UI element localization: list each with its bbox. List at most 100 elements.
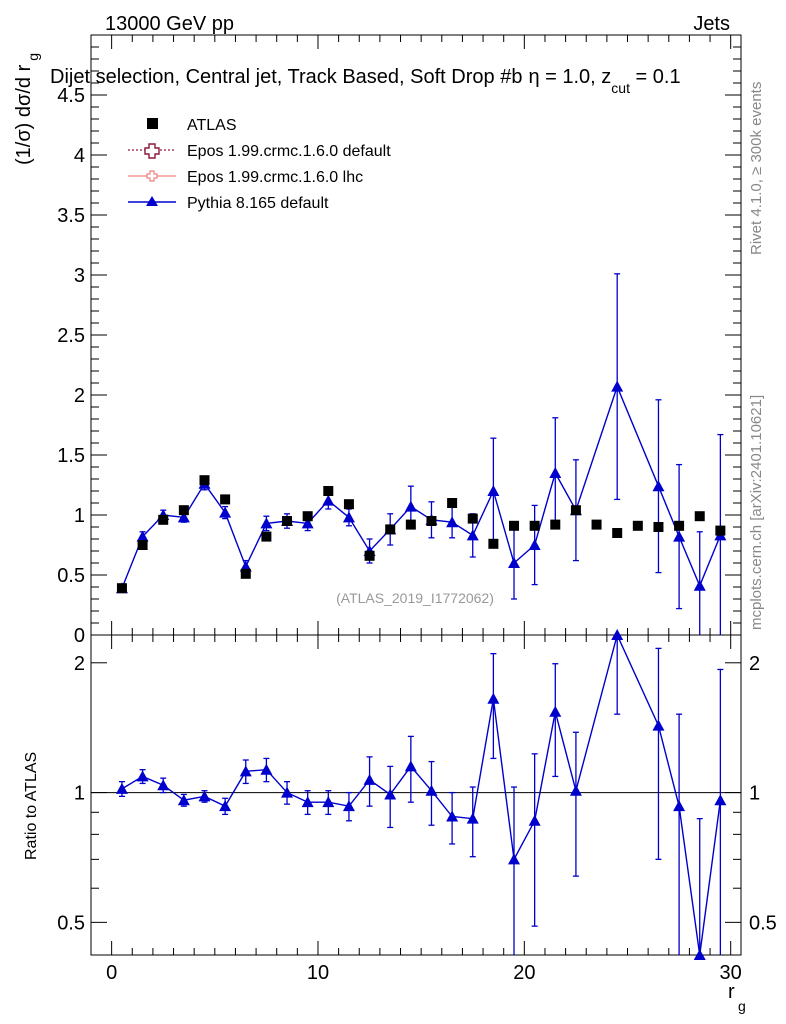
- ratio-point: [177, 794, 190, 806]
- legend-marker-epos-default: [144, 143, 160, 159]
- pythia-point: [508, 557, 521, 568]
- atlas-point: [653, 522, 664, 532]
- x-tick-label: 0: [106, 962, 117, 984]
- atlas-point: [282, 516, 293, 526]
- ratio-y-tick-label: 1: [74, 783, 85, 805]
- atlas-point: [550, 519, 561, 530]
- ratio-point: [673, 800, 686, 812]
- pythia-point: [177, 511, 190, 523]
- x-axis-label: r: [728, 981, 735, 1003]
- atlas-point: [199, 475, 210, 486]
- atlas-point: [570, 505, 581, 516]
- x-axis-label-sub: g: [738, 998, 746, 1014]
- pythia-point: [446, 516, 459, 528]
- ratio-point: [384, 788, 397, 800]
- main-y-tick-label: 0: [74, 625, 85, 647]
- atlas-point: [509, 520, 520, 531]
- pythia-point: [219, 506, 232, 518]
- legend-label-epos-default: Epos 1.99.crmc.1.6.0 default: [187, 143, 391, 160]
- header-right: Jets: [693, 13, 730, 35]
- legend-marker-pythia: [146, 196, 158, 206]
- ratio-point: [693, 949, 706, 960]
- main-y-tick-label: 4.5: [57, 85, 85, 107]
- ratio-point: [198, 790, 211, 802]
- ratio-point: [425, 784, 438, 796]
- ratio-y-tick-label: 2: [74, 653, 85, 675]
- ratio-line: [121, 632, 722, 956]
- pythia-point: [301, 517, 314, 529]
- legend-marker-epos-lhc: [146, 170, 158, 182]
- ratio-point: [569, 784, 582, 796]
- atlas-point: [715, 525, 726, 536]
- ratio-panel-frame: [90, 634, 742, 956]
- legend-label-pythia: Pythia 8.165 default: [187, 195, 329, 212]
- header-left: 13000 GeV pp: [105, 13, 234, 35]
- atlas-point: [137, 540, 148, 550]
- main-y-axis-label: (1/σ) dσ/d rg: [13, 53, 41, 165]
- pythia-point: [466, 529, 479, 541]
- atlas-point: [116, 583, 127, 594]
- plot-title: Dijet selection, Central jet, Track Base…: [50, 66, 681, 96]
- ratio-point: [301, 796, 314, 808]
- atlas-point: [674, 520, 685, 531]
- pythia-point: [693, 579, 706, 591]
- legend: ATLAS Epos 1.99.crmc.1.6.0 default Epos …: [128, 117, 391, 212]
- ratio-point: [466, 812, 479, 824]
- main-y-tick-label: 4: [74, 145, 85, 167]
- pythia-point: [652, 480, 665, 492]
- atlas-point: [323, 486, 334, 496]
- ratio-point: [260, 763, 273, 775]
- analysis-watermark: (ATLAS_2019_I1772062): [336, 590, 494, 606]
- atlas-point: [488, 538, 499, 549]
- x-tick-label: 30: [720, 962, 742, 984]
- legend-label-atlas: ATLAS: [187, 117, 237, 134]
- legend-label-epos-lhc: Epos 1.99.crmc.1.6.0 lhc: [187, 169, 363, 186]
- atlas-point: [343, 499, 354, 510]
- ratio-point: [281, 786, 294, 798]
- main-y-tick-label: 0.5: [57, 565, 85, 587]
- ratio-point: [446, 810, 459, 822]
- ratio-point: [219, 800, 232, 812]
- atlas-point: [261, 531, 272, 542]
- ratio-point: [404, 760, 417, 772]
- pythia-point: [528, 539, 541, 550]
- atlas-point: [240, 568, 251, 579]
- x-tick-label: 20: [513, 962, 535, 984]
- pythia-point: [322, 494, 335, 506]
- atlas-point: [405, 519, 416, 530]
- atlas-point: [178, 505, 189, 516]
- atlas-point: [220, 494, 231, 505]
- main-y-tick-label: 3: [74, 265, 85, 287]
- ratio-point: [157, 779, 170, 791]
- pythia-point: [404, 500, 417, 512]
- ratio-point: [508, 853, 521, 865]
- atlas-point: [591, 519, 602, 530]
- atlas-point: [612, 528, 623, 538]
- ratio-y-tick-label-right: 1: [749, 783, 760, 805]
- legend-marker-atlas: [147, 118, 158, 129]
- atlas-point: [385, 524, 396, 535]
- ratio-point: [487, 692, 500, 704]
- ratio-point: [549, 705, 562, 717]
- pythia-point: [549, 467, 562, 478]
- atlas-point: [158, 514, 169, 525]
- main-y-tick-label: 1.5: [57, 445, 85, 467]
- main-y-tick-label: 2: [74, 385, 85, 407]
- main-y-tick-label: 1: [74, 505, 85, 527]
- atlas-point: [694, 511, 705, 522]
- ratio-point: [342, 800, 355, 812]
- ratio-point: [239, 765, 252, 777]
- main-y-tick-label: 2.5: [57, 325, 85, 347]
- ratio-point: [363, 773, 376, 785]
- pythia-point: [260, 517, 273, 529]
- pythia-point: [487, 485, 500, 496]
- pythia-line: [121, 384, 722, 589]
- ratio-point: [322, 796, 335, 808]
- atlas-point: [529, 520, 540, 531]
- ratio-point: [652, 719, 665, 731]
- ratio-y-axis-label: Ratio to ATLAS: [23, 752, 40, 860]
- atlas-point: [426, 516, 437, 526]
- ratio-y-tick-label-right: 0.5: [749, 912, 777, 934]
- atlas-point: [447, 498, 458, 508]
